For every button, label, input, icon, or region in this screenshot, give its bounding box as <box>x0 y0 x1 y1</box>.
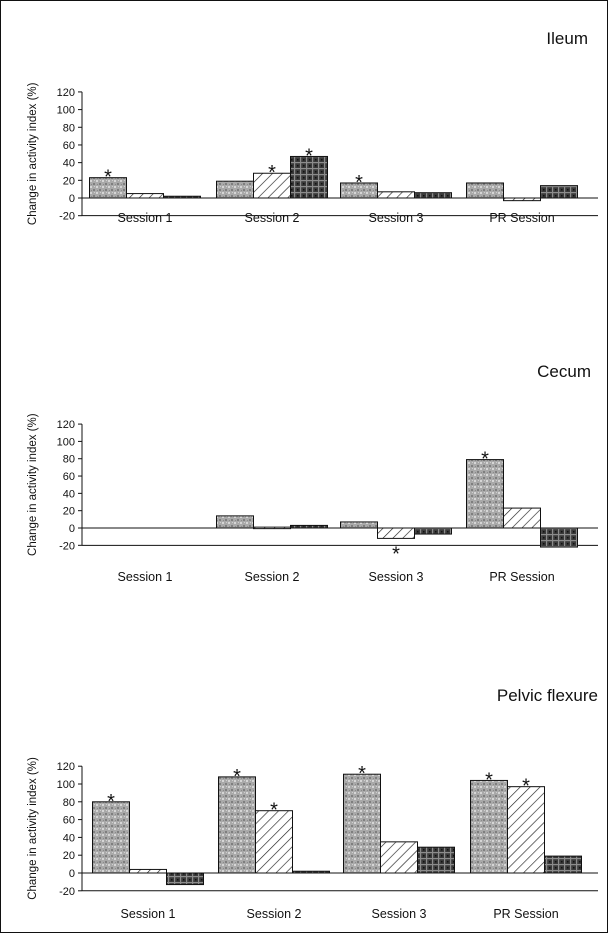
chart-3-significance-marker-2-1: * <box>233 766 241 788</box>
chart-2-ytick-label-5: 80 <box>63 454 75 466</box>
chart-1-bar-3-3 <box>414 192 452 199</box>
chart-1-significance-marker-3-1: * <box>355 172 363 194</box>
chart-3-y-label: Change in activity index (%) <box>27 757 39 900</box>
chart-1-bar-1-1 <box>89 177 127 199</box>
chart-2-category-label-3: Session 3 <box>369 570 424 584</box>
chart-1-ytick-label-1: 0 <box>69 193 75 205</box>
chart-2-bar-3-3 <box>414 527 452 535</box>
chart-1-bar-4-1 <box>466 182 504 199</box>
chart-2-significance-marker-4-1: * <box>481 449 489 471</box>
chart-3-category-label-1: Session 1 <box>121 907 176 921</box>
chart-1-ytick-label-2: 20 <box>63 175 75 187</box>
chart-3-bar-2-2 <box>255 810 293 874</box>
chart-1-significance-marker-2-3: * <box>305 145 313 167</box>
chart-2-bar-4-2 <box>503 507 541 529</box>
chart-1-bar-3-2 <box>377 191 415 199</box>
chart-1-title: Ileum <box>546 29 588 48</box>
chart-2-bar-2-1 <box>216 515 254 529</box>
chart-2-bar-2-3 <box>290 524 328 529</box>
chart-2-bar-3-2 <box>377 527 415 539</box>
chart-3-significance-marker-2-2: * <box>270 800 278 822</box>
chart-1-ytick-label-4: 60 <box>63 140 75 152</box>
chart-3-ytick-label-7: 120 <box>57 761 75 773</box>
chart-3-ytick-label-4: 60 <box>63 815 75 827</box>
chart-2-category-label-1: Session 1 <box>118 570 173 584</box>
chart-3-bar-1-2 <box>129 868 167 874</box>
chart-2-category-label-2: Session 2 <box>245 570 300 584</box>
chart-3-bar-1-1 <box>92 801 130 874</box>
chart-1-significance-marker-1-1: * <box>104 167 112 189</box>
chart-2-bar-4-3 <box>540 527 578 548</box>
chart-3-bar-3-1 <box>343 773 381 874</box>
chart-2-title: Cecum <box>537 362 591 381</box>
chart-3-ytick-label-3: 40 <box>63 832 75 844</box>
chart-3-bar-2-1 <box>218 776 256 874</box>
chart-2-bar-3-1 <box>340 521 378 529</box>
chart-1-category-label-2: Session 2 <box>245 211 300 225</box>
chart-3-ytick-label-5: 80 <box>63 797 75 809</box>
chart-1-bar-4-3 <box>540 185 578 199</box>
chart-3-significance-marker-3-1: * <box>358 763 366 785</box>
chart-3-bar-2-3 <box>292 870 330 874</box>
chart-1-bar-1-2 <box>126 193 164 199</box>
chart-1-bar-4-2 <box>503 197 541 202</box>
chart-3-ytick-label-0: -20 <box>59 886 75 898</box>
chart-2-ytick-label-4: 60 <box>63 471 75 483</box>
chart-2-bar-2-2 <box>253 526 291 530</box>
chart-1-y-label: Change in activity index (%) <box>27 82 39 225</box>
chart-1-ytick-label-3: 40 <box>63 158 75 170</box>
chart-1-bar-2-1 <box>216 180 254 199</box>
chart-3-bar-3-2 <box>380 841 418 874</box>
chart-3-category-label-4: PR Session <box>493 907 558 921</box>
chart-2-ytick-label-2: 20 <box>63 506 75 518</box>
chart-3-category-label-3: Session 3 <box>372 907 427 921</box>
chart-3-significance-marker-4-2: * <box>522 776 530 798</box>
chart-3-ytick-label-2: 20 <box>63 850 75 862</box>
chart-3-bar-4-2 <box>507 786 545 874</box>
chart-2-significance-marker-3-2: * <box>392 543 400 565</box>
chart-1-category-label-1: Session 1 <box>118 211 173 225</box>
chart-1-ytick-label-7: 120 <box>57 87 75 99</box>
chart-2-ytick-label-0: -20 <box>59 540 75 552</box>
chart-1-category-label-4: PR Session <box>489 211 554 225</box>
chart-2-bar-4-1 <box>466 459 504 529</box>
chart-1-category-label-3: Session 3 <box>369 211 424 225</box>
chart-1-ytick-label-0: -20 <box>59 211 75 223</box>
chart-2-category-label-4: PR Session <box>489 570 554 584</box>
chart-1-significance-marker-2-2: * <box>268 162 276 184</box>
chart-3-ytick-label-6: 100 <box>57 779 75 791</box>
chart-2-y-label: Change in activity index (%) <box>27 413 39 556</box>
chart-3-bar-4-3 <box>544 855 582 874</box>
chart-1-ytick-label-6: 100 <box>57 105 75 117</box>
chart-3-bar-4-1 <box>470 779 508 874</box>
chart-1-bar-1-3 <box>163 195 201 199</box>
chart-3-significance-marker-4-1: * <box>485 769 493 791</box>
chart-3-bar-3-3 <box>417 846 455 874</box>
chart-1-bar-3-1 <box>340 182 378 199</box>
chart-2-ytick-label-3: 40 <box>63 488 75 500</box>
chart-2-ytick-label-6: 100 <box>57 436 75 448</box>
chart-3-significance-marker-1-1: * <box>107 791 115 813</box>
chart-2-ytick-label-7: 120 <box>57 419 75 431</box>
chart-2-ytick-label-1: 0 <box>69 523 75 535</box>
chart-1-ytick-label-5: 80 <box>63 122 75 134</box>
chart-1-bar-2-3 <box>290 155 328 199</box>
chart-3-ytick-label-1: 0 <box>69 868 75 880</box>
chart-3-bar-1-3 <box>166 872 204 886</box>
chart-3-category-label-2: Session 2 <box>247 907 302 921</box>
chart-3-title: Pelvic flexure <box>497 686 598 705</box>
